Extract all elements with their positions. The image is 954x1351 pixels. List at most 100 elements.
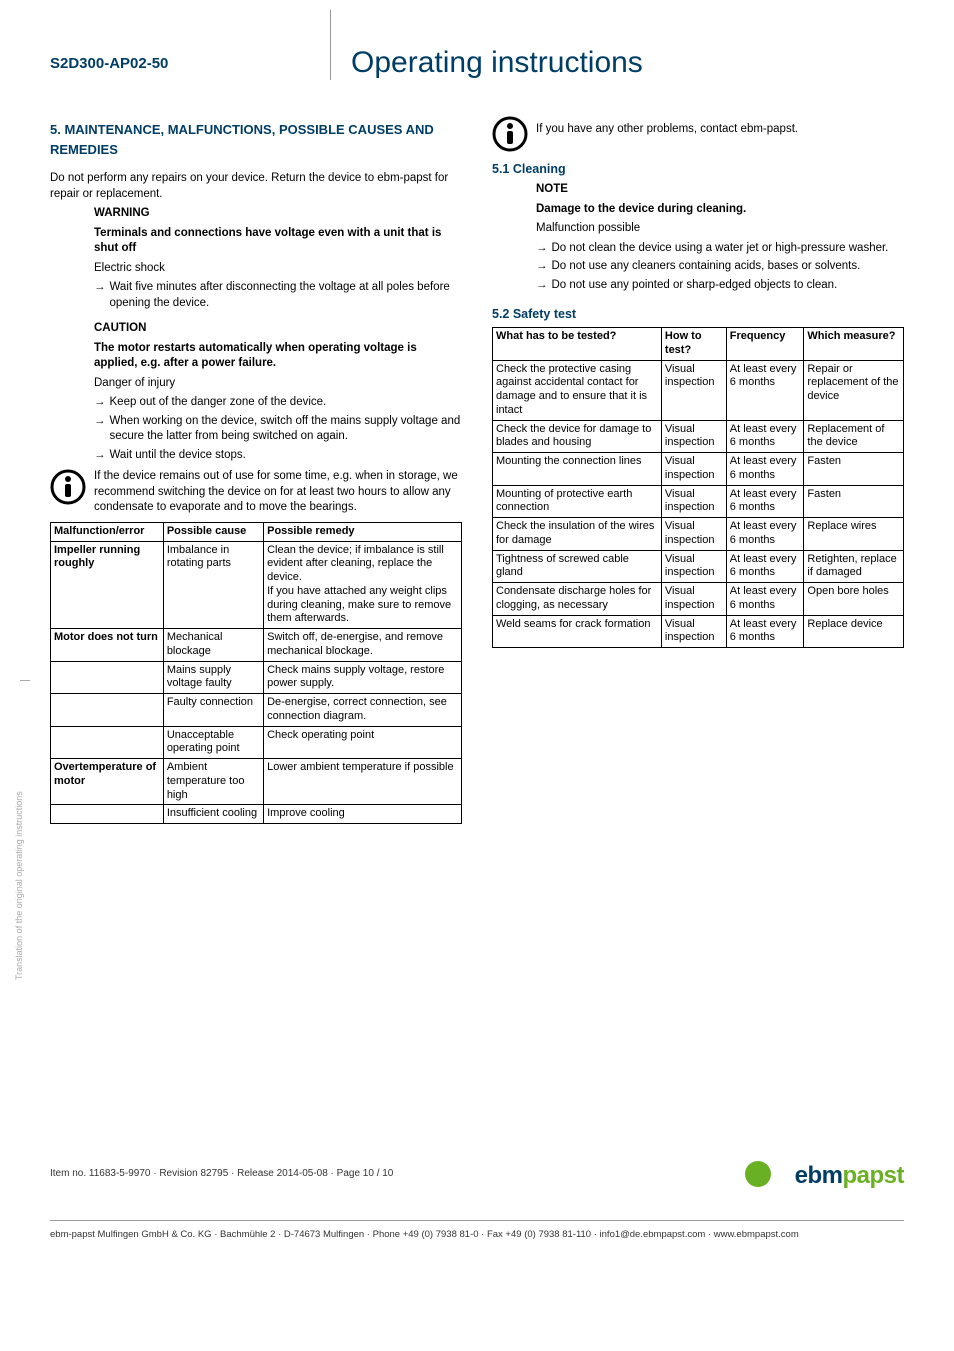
table-row: Motor does not turnMechanical blockageSw… bbox=[51, 629, 462, 662]
warning-label: WARNING bbox=[94, 206, 462, 222]
table-row: Impeller running roughlyImbalance in rot… bbox=[51, 541, 462, 629]
table-cell: Visual inspection bbox=[661, 420, 726, 453]
table-row: Check the insulation of the wires for da… bbox=[493, 518, 904, 551]
left-column: 5. MAINTENANCE, MALFUNCTIONS, POSSIBLE C… bbox=[50, 110, 462, 824]
safety-table: What has to be tested?How to test?Freque… bbox=[492, 327, 904, 648]
side-translation-note: Translation of the original operating in… bbox=[14, 791, 24, 980]
table-row: Mains supply voltage faultyCheck mains s… bbox=[51, 661, 462, 694]
page-header: S2D300-AP02-50 Operating instructions bbox=[50, 30, 904, 80]
table-cell: Lower ambient temperature if possible bbox=[264, 759, 462, 805]
table-row: Mounting the connection linesVisual insp… bbox=[493, 453, 904, 486]
arrow-icon: → bbox=[536, 278, 548, 294]
caution-arrow: →When working on the device, switch off … bbox=[94, 414, 462, 445]
header-divider bbox=[330, 10, 331, 80]
warning-block: WARNING Terminals and connections have v… bbox=[94, 206, 462, 463]
cleaning-arrow: →Do not clean the device using a water j… bbox=[536, 241, 904, 257]
ebmpapst-logo: ebmpapst bbox=[795, 1162, 904, 1189]
arrow-icon: → bbox=[536, 241, 548, 257]
table-header: Frequency bbox=[726, 328, 804, 361]
table-cell: Mains supply voltage faulty bbox=[163, 661, 263, 694]
table-cell: Retighten, replace if damaged bbox=[804, 550, 904, 583]
table-header: Which measure? bbox=[804, 328, 904, 361]
arrow-icon: → bbox=[94, 448, 106, 464]
footer-meta: Item no. 11683-5-9970 · Revision 82795 ·… bbox=[50, 1168, 393, 1179]
table-cell bbox=[51, 661, 164, 694]
table-cell: Visual inspection bbox=[661, 615, 726, 648]
table-cell: Fasten bbox=[804, 453, 904, 486]
cleaning-arrow: →Do not use any pointed or sharp-edged o… bbox=[536, 278, 904, 294]
arrow-text: Wait until the device stops. bbox=[110, 448, 246, 464]
table-cell: Visual inspection bbox=[661, 485, 726, 518]
table-cell: Check operating point bbox=[264, 726, 462, 759]
page-footer: Item no. 11683-5-9970 · Revision 82795 ·… bbox=[50, 1157, 904, 1240]
table-cell: Motor does not turn bbox=[51, 629, 164, 662]
table-cell: Visual inspection bbox=[661, 583, 726, 616]
table-header: Malfunction/error bbox=[51, 522, 164, 541]
table-cell: Improve cooling bbox=[264, 805, 462, 824]
info-note-2-text: If you have any other problems, contact … bbox=[536, 116, 798, 138]
arrow-icon: → bbox=[94, 280, 106, 311]
green-badge-icon bbox=[745, 1161, 771, 1187]
arrow-text: Do not use any pointed or sharp-edged ob… bbox=[552, 278, 838, 294]
table-header: Possible remedy bbox=[264, 522, 462, 541]
cleaning-note-label: NOTE bbox=[536, 182, 904, 198]
table-cell: Unacceptable operating point bbox=[163, 726, 263, 759]
section-5-1-title: 5.1 Cleaning bbox=[492, 162, 904, 176]
cleaning-arrow: →Do not use any cleaners containing acid… bbox=[536, 259, 904, 275]
info-note-1: If the device remains out of use for som… bbox=[50, 469, 462, 516]
malfunction-table: Malfunction/errorPossible causePossible … bbox=[50, 522, 462, 824]
warning-arrow: → Wait five minutes after disconnecting … bbox=[94, 280, 462, 311]
arrow-text: When working on the device, switch off t… bbox=[110, 414, 463, 445]
caution-arrow: →Keep out of the danger zone of the devi… bbox=[94, 395, 462, 411]
table-row: Condensate discharge holes for clogging,… bbox=[493, 583, 904, 616]
table-cell: Visual inspection bbox=[661, 518, 726, 551]
table-cell bbox=[51, 694, 164, 727]
table-cell: Mounting of protective earth connection bbox=[493, 485, 662, 518]
table-header: What has to be tested? bbox=[493, 328, 662, 361]
table-cell: Insufficient cooling bbox=[163, 805, 263, 824]
table-cell: Weld seams for crack formation bbox=[493, 615, 662, 648]
table-cell: Check mains supply voltage, restore powe… bbox=[264, 661, 462, 694]
footer-company-line: ebm-papst Mulfingen GmbH & Co. KG · Bach… bbox=[50, 1220, 904, 1240]
arrow-text: Do not clean the device using a water je… bbox=[552, 241, 889, 257]
table-row: Mounting of protective earth connectionV… bbox=[493, 485, 904, 518]
table-row: Weld seams for crack formationVisual ins… bbox=[493, 615, 904, 648]
info-icon bbox=[50, 469, 86, 505]
table-cell: Repair or replacement of the device bbox=[804, 360, 904, 420]
section-5-2-title: 5.2 Safety test bbox=[492, 307, 904, 321]
table-cell: Open bore holes bbox=[804, 583, 904, 616]
table-cell: Tightness of screwed cable gland bbox=[493, 550, 662, 583]
table-row: Tightness of screwed cable glandVisual i… bbox=[493, 550, 904, 583]
table-cell: At least every 6 months bbox=[726, 550, 804, 583]
table-cell: Faulty connection bbox=[163, 694, 263, 727]
caution-arrow: →Wait until the device stops. bbox=[94, 448, 462, 464]
table-header: How to test? bbox=[661, 328, 726, 361]
info-icon bbox=[492, 116, 528, 152]
arrow-icon: → bbox=[536, 259, 548, 275]
table-cell: Visual inspection bbox=[661, 360, 726, 420]
table-cell: Replacement of the device bbox=[804, 420, 904, 453]
cleaning-note-block: NOTE Damage to the device during cleanin… bbox=[536, 182, 904, 293]
table-cell: Visual inspection bbox=[661, 550, 726, 583]
table-cell: At least every 6 months bbox=[726, 583, 804, 616]
table-cell: Check the insulation of the wires for da… bbox=[493, 518, 662, 551]
table-cell bbox=[51, 805, 164, 824]
caution-line: Danger of injury bbox=[94, 376, 462, 392]
table-cell: At least every 6 months bbox=[726, 453, 804, 486]
arrow-icon: → bbox=[94, 395, 106, 411]
arrow-text: Keep out of the danger zone of the devic… bbox=[110, 395, 327, 411]
table-row: Unacceptable operating pointCheck operat… bbox=[51, 726, 462, 759]
arrow-icon: → bbox=[94, 414, 106, 445]
document-title: Operating instructions bbox=[351, 46, 643, 80]
table-cell: Clean the device; if imbalance is still … bbox=[264, 541, 462, 629]
warning-line: Electric shock bbox=[94, 261, 462, 277]
table-cell: At least every 6 months bbox=[726, 518, 804, 551]
table-cell bbox=[51, 726, 164, 759]
footer-right: ebmpapst bbox=[745, 1157, 904, 1190]
caution-bold: The motor restarts automatically when op… bbox=[94, 342, 417, 370]
table-cell: Check the protective casing against acci… bbox=[493, 360, 662, 420]
section-5-intro: Do not perform any repairs on your devic… bbox=[50, 171, 462, 202]
table-cell: Check the device for damage to blades an… bbox=[493, 420, 662, 453]
section-5-title: 5. MAINTENANCE, MALFUNCTIONS, POSSIBLE C… bbox=[50, 120, 462, 159]
warning-bold: Terminals and connections have voltage e… bbox=[94, 227, 441, 255]
